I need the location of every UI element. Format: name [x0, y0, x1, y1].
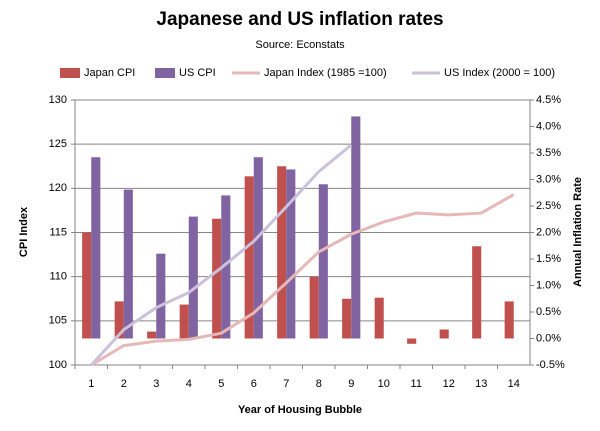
y-tick-label: 105: [49, 315, 67, 327]
bar: [212, 218, 222, 339]
bar: [439, 329, 449, 339]
y2-tick-label: 4.5%: [536, 94, 561, 106]
y-tick-label: 115: [49, 226, 67, 238]
y2-tick-label: -0.5%: [536, 359, 565, 371]
legend-label: US CPI: [179, 67, 216, 79]
x-tick-label: 6: [251, 378, 257, 390]
bar: [91, 157, 101, 339]
bar: [472, 246, 482, 339]
chart-title: Japanese and US inflation rates: [156, 9, 443, 30]
x-tick-label: 1: [88, 378, 94, 390]
y-tick-label: 100: [49, 359, 67, 371]
y2-axis-title: Annual Inflation Rate: [572, 177, 584, 287]
y2-tick-label: 0.5%: [536, 306, 561, 318]
legend-swatch: [60, 68, 80, 78]
x-tick-label: 10: [378, 378, 390, 390]
bar: [351, 116, 361, 339]
bar: [309, 276, 319, 339]
y2-tick-label: 3.0%: [536, 173, 561, 185]
bar: [407, 338, 417, 344]
chart-subtitle: Source: Econstats: [255, 39, 345, 51]
legend-label: US Index (2000 = 100): [444, 67, 555, 79]
bar: [504, 301, 514, 339]
bar: [221, 195, 231, 339]
x-tick-label: 8: [316, 378, 322, 390]
legend-label: Japan Index (1985 =100): [264, 67, 387, 79]
bar: [82, 232, 92, 339]
x-tick-label: 5: [218, 378, 224, 390]
y-tick-label: 120: [49, 182, 67, 194]
y2-tick-label: 2.5%: [536, 200, 561, 212]
x-tick-label: 3: [153, 378, 159, 390]
x-tick-label: 14: [508, 378, 520, 390]
y-tick-label: 125: [49, 138, 67, 150]
y-tick-label: 130: [49, 94, 67, 106]
bar: [114, 301, 124, 339]
line-series: [90, 143, 353, 367]
y2-tick-label: 0.0%: [536, 332, 561, 344]
bar: [179, 304, 189, 339]
x-tick-label: 9: [348, 378, 354, 390]
bar: [253, 157, 263, 339]
legend-label: Japan CPI: [84, 67, 135, 79]
x-tick-label: 12: [443, 378, 455, 390]
bar: [342, 298, 352, 339]
bar: [188, 216, 198, 339]
y2-tick-label: 2.0%: [536, 226, 561, 238]
y-tick-label: 110: [49, 271, 67, 283]
y2-tick-label: 1.5%: [536, 253, 561, 265]
legend-swatch: [155, 68, 175, 78]
bar: [123, 189, 133, 339]
x-tick-label: 2: [121, 378, 127, 390]
bar: [244, 176, 254, 339]
y2-tick-label: 3.5%: [536, 147, 561, 159]
y2-tick-label: 4.0%: [536, 120, 561, 132]
bar: [277, 166, 287, 339]
line-series: [90, 193, 515, 367]
bar: [318, 184, 328, 339]
x-tick-label: 7: [283, 378, 289, 390]
x-tick-label: 11: [411, 378, 422, 390]
x-tick-label: 13: [475, 378, 487, 390]
bar: [286, 169, 296, 339]
x-axis-title: Year of Housing Bubble: [238, 404, 362, 416]
bar: [374, 297, 384, 339]
x-tick-label: 4: [186, 378, 192, 390]
bar: [147, 331, 157, 339]
bar: [156, 253, 166, 339]
y-axis-title: CPI Index: [18, 206, 30, 257]
y2-tick-label: 1.0%: [536, 279, 561, 291]
